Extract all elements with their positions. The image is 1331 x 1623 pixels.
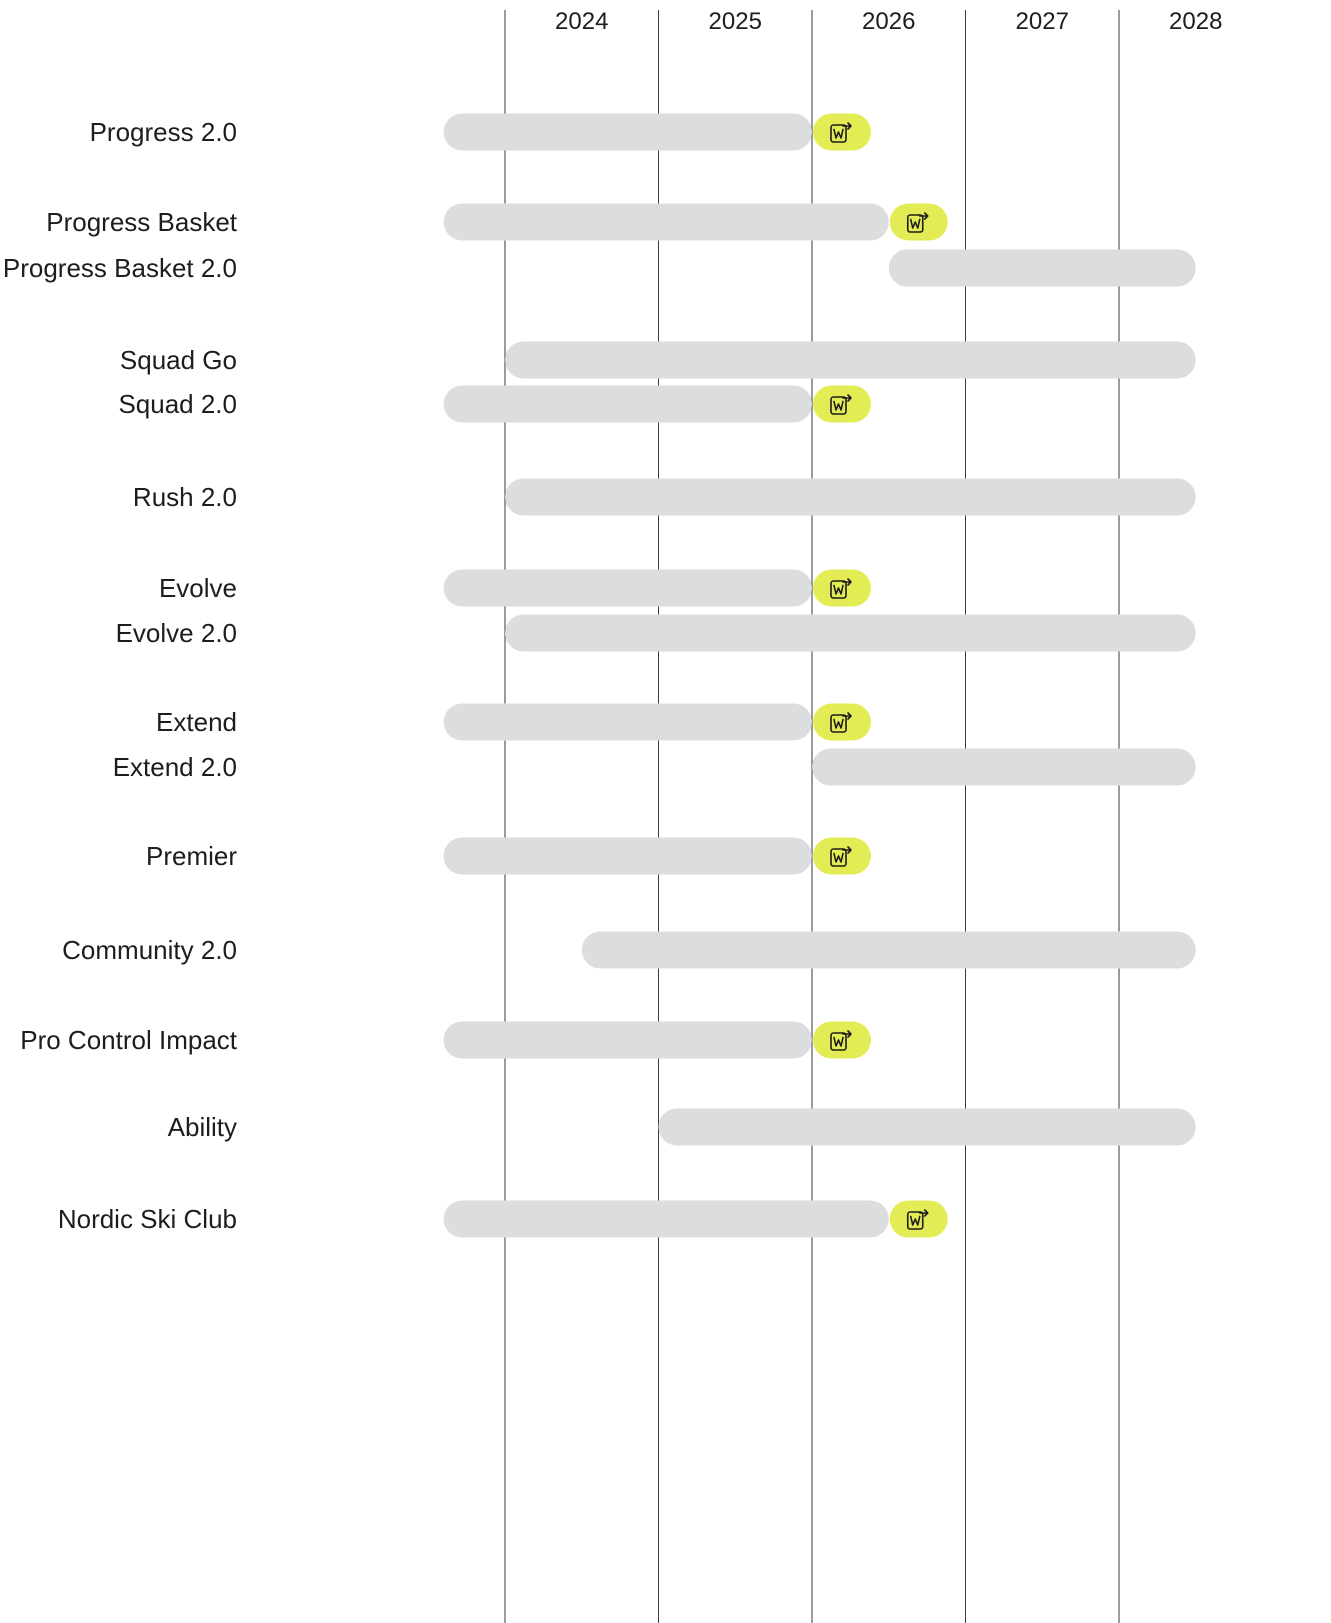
row-label: Evolve — [159, 573, 237, 603]
row-label: Nordic Ski Club — [58, 1204, 237, 1234]
document-export-icon — [830, 578, 852, 599]
timeline-bar — [505, 341, 1196, 379]
year-tick-label: 2024 — [555, 8, 608, 35]
timeline-bar — [505, 478, 1196, 516]
timeline-bar — [443, 1200, 889, 1238]
row-label: Evolve 2.0 — [116, 618, 237, 648]
row-label: Community 2.0 — [62, 935, 237, 965]
end-of-life-badge — [813, 837, 871, 875]
timeline-bar — [888, 249, 1196, 287]
document-export-icon — [830, 712, 852, 733]
document-export-icon — [830, 122, 852, 143]
timeline-bar — [443, 1021, 812, 1059]
timeline-bars — [443, 113, 1196, 1238]
end-of-life-badge — [813, 1021, 871, 1059]
end-of-life-badge — [813, 703, 871, 741]
timeline-bar — [443, 837, 812, 875]
document-export-icon — [830, 394, 852, 415]
row-label: Squad Go — [120, 345, 237, 375]
end-of-life-badge — [813, 113, 871, 151]
document-export-icon — [906, 1209, 929, 1230]
document-export-icon — [830, 846, 852, 867]
end-of-life-badge — [813, 569, 871, 607]
row-label: Extend — [156, 707, 237, 737]
timeline-bar — [443, 385, 812, 423]
document-export-icon — [906, 212, 929, 233]
end-of-life-badge — [889, 203, 948, 241]
timeline-bar — [443, 203, 889, 241]
year-tick-label: 2026 — [862, 8, 915, 35]
year-tick-labels: 2024 2025 2026 2027 2028 — [555, 8, 1222, 35]
row-label: Rush 2.0 — [133, 482, 237, 512]
year-tick-label: 2027 — [1016, 8, 1069, 35]
year-tick-label: 2028 — [1169, 8, 1222, 35]
row-label: Pro Control Impact — [20, 1025, 238, 1055]
row-label: Premier — [146, 841, 237, 871]
timeline-bar — [443, 113, 812, 151]
end-of-life-badge — [889, 1200, 948, 1238]
row-label: Progress 2.0 — [90, 117, 237, 147]
timeline-bar — [581, 931, 1196, 969]
row-label: Progress Basket — [46, 207, 238, 237]
year-tick-label: 2025 — [709, 8, 762, 35]
row-label: Extend 2.0 — [113, 752, 237, 782]
end-of-life-badge — [813, 385, 871, 423]
row-label: Squad 2.0 — [118, 389, 237, 419]
timeline-bar — [505, 614, 1196, 652]
document-export-icon — [830, 1030, 852, 1051]
timeline-bar — [658, 1108, 1196, 1146]
timeline-bar — [812, 748, 1196, 786]
row-label: Progress Basket 2.0 — [3, 253, 237, 283]
timeline-bar — [443, 569, 812, 607]
row-label: Ability — [168, 1112, 237, 1142]
row-labels: Progress 2.0 Progress Basket Progress Bask… — [3, 117, 238, 1234]
timeline-bar — [443, 703, 812, 741]
